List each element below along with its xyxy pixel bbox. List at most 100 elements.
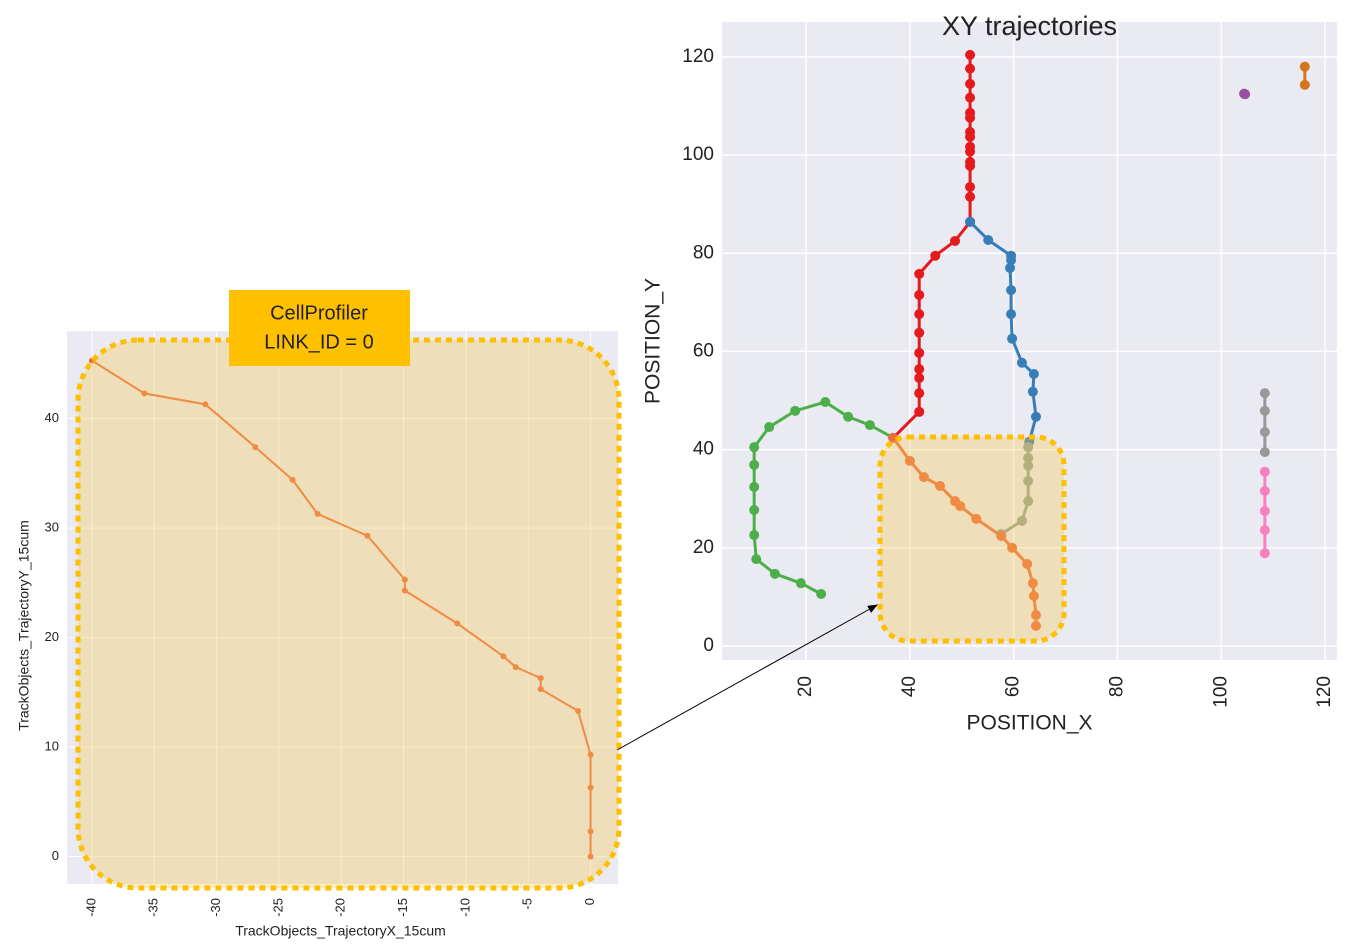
- point: [1027, 578, 1038, 589]
- point: [454, 620, 461, 627]
- point: [965, 63, 976, 74]
- x-tick-label: -40: [83, 898, 98, 917]
- point: [1259, 485, 1270, 496]
- point: [1028, 369, 1039, 380]
- point: [1006, 309, 1017, 320]
- point: [575, 707, 582, 714]
- point: [820, 397, 831, 408]
- point: [1006, 285, 1017, 296]
- point: [1240, 89, 1251, 100]
- point: [749, 459, 760, 470]
- point: [1259, 505, 1270, 516]
- point: [512, 664, 519, 671]
- y-tick-label: 0: [703, 635, 714, 656]
- plot-area: [722, 22, 1337, 660]
- point: [1299, 79, 1310, 90]
- x-tick-label: 100: [1210, 676, 1231, 708]
- point: [1016, 515, 1027, 526]
- point: [587, 784, 594, 791]
- point: [1022, 559, 1033, 570]
- point: [914, 406, 925, 417]
- highlight-right: [877, 434, 1067, 644]
- x-tick-label: -35: [146, 898, 161, 917]
- point: [202, 401, 209, 408]
- point: [955, 501, 966, 512]
- y-tick-label: 20: [45, 629, 59, 644]
- point: [1259, 388, 1270, 399]
- point: [950, 235, 961, 246]
- point: [764, 422, 775, 433]
- point: [749, 481, 760, 492]
- point: [500, 653, 507, 660]
- point: [769, 568, 780, 579]
- y-tick-label: 0: [52, 848, 59, 863]
- point: [1259, 466, 1270, 477]
- y-axis-label: TrackObjects_TrajectoryY_15cum: [16, 520, 32, 731]
- point: [996, 531, 1007, 542]
- point: [1299, 61, 1310, 72]
- point: [965, 216, 976, 227]
- point: [930, 250, 941, 261]
- point: [965, 160, 976, 171]
- chart-title: XY trajectories: [942, 11, 1117, 41]
- point: [1259, 447, 1270, 458]
- point: [914, 388, 925, 399]
- point: [1006, 255, 1017, 266]
- point: [1259, 405, 1270, 416]
- x-tick-label: -30: [208, 898, 223, 917]
- point: [1030, 610, 1041, 621]
- point: [864, 420, 875, 431]
- x-tick-label: 120: [1314, 676, 1335, 708]
- y-tick-label: 80: [693, 242, 714, 263]
- x-tick-label: -20: [333, 898, 348, 917]
- point: [934, 480, 945, 491]
- point: [914, 372, 925, 383]
- charts: -40 -35 -30 -25 -20 -15 -10 -5 0 0 10 20 30 40 TrackOb…: [16, 11, 1337, 939]
- annotation-text: LINK_ID = 0: [264, 331, 374, 353]
- point: [795, 578, 806, 589]
- point: [314, 510, 321, 517]
- point: [587, 751, 594, 758]
- point: [1007, 542, 1018, 553]
- point: [914, 364, 925, 375]
- y-tick-label: 120: [682, 46, 714, 67]
- point: [888, 432, 899, 443]
- y-tick-label: 40: [45, 410, 59, 425]
- point: [289, 476, 296, 483]
- x-tick-label: 60: [1003, 676, 1024, 697]
- y-tick-label: 10: [45, 739, 59, 754]
- point: [965, 191, 976, 202]
- y-tick-label: 20: [693, 537, 714, 558]
- x-tick-label: -15: [395, 898, 410, 917]
- point: [749, 530, 760, 541]
- annotation-box: [229, 290, 410, 366]
- point: [587, 853, 594, 860]
- point: [401, 576, 408, 583]
- point: [914, 347, 925, 358]
- point: [965, 112, 976, 123]
- x-tick-label: 20: [795, 676, 816, 697]
- point: [1023, 452, 1034, 463]
- x-axis-label: TrackObjects_TrajectoryX_15cum: [235, 923, 446, 939]
- point: [252, 444, 259, 451]
- y-tick-label: 100: [682, 144, 714, 165]
- x-tick-label: -10: [457, 898, 472, 917]
- point: [914, 268, 925, 279]
- point: [141, 390, 148, 397]
- annotation-text: CellProfiler: [270, 302, 368, 324]
- point: [1023, 496, 1034, 507]
- point: [965, 92, 976, 103]
- point: [364, 532, 371, 539]
- point: [904, 455, 915, 466]
- point: [751, 554, 762, 565]
- plot-area: [67, 331, 618, 884]
- point: [1028, 590, 1039, 601]
- point: [965, 78, 976, 89]
- highlight-left: [75, 337, 622, 891]
- point: [401, 587, 408, 594]
- x-tick-label: -25: [270, 898, 285, 917]
- point: [983, 234, 994, 245]
- point: [749, 505, 760, 516]
- point: [1030, 411, 1041, 422]
